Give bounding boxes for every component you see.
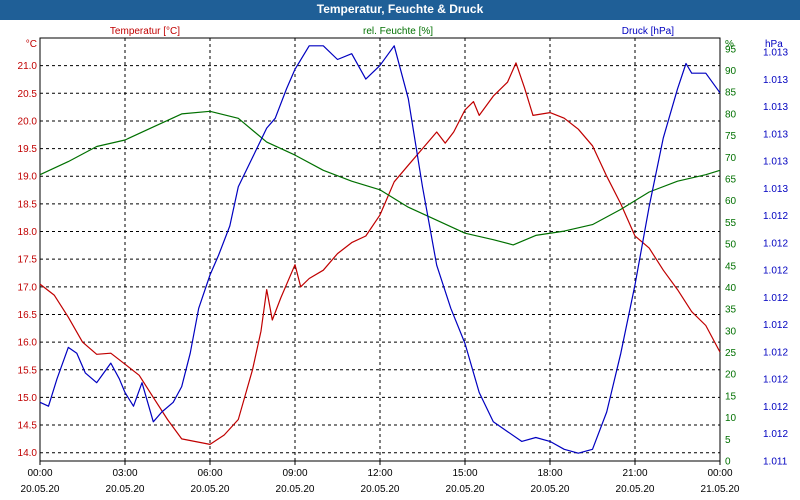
- humidity-tick-label: 85: [725, 88, 737, 99]
- humidity-tick-label: 55: [725, 218, 737, 229]
- humidity-tick-label: 10: [725, 413, 737, 424]
- pressure-tick-label: 1.012: [763, 293, 788, 304]
- humidity-tick-label: 65: [725, 175, 737, 186]
- x-tick-time: 00:00: [707, 468, 732, 479]
- humidity-tick-label: 15: [725, 391, 737, 402]
- humidity-tick-label: 5: [725, 435, 731, 446]
- temperature-tick-label: 14.0: [18, 448, 38, 459]
- pressure-tick-label: 1.013: [763, 184, 788, 195]
- humidity-tick-label: 25: [725, 348, 737, 359]
- x-tick-time: 18:00: [537, 468, 562, 479]
- pressure-tick-label: 1.012: [763, 375, 788, 386]
- humidity-tick-label: 45: [725, 261, 737, 272]
- pressure-tick-label: 1.013: [763, 129, 788, 140]
- pressure-tick-label: 1.012: [763, 266, 788, 277]
- humidity-tick-label: 40: [725, 283, 737, 294]
- pressure-tick-label: 1.013: [763, 48, 788, 59]
- pressure-series-line: [39, 45, 721, 454]
- humidity-tick-label: 30: [725, 326, 737, 337]
- x-tick-time: 09:00: [282, 468, 307, 479]
- temperature-tick-label: 19.0: [18, 172, 38, 183]
- axes: 00:00 20.05.20 03:00 20.05.20 06:00 20.05.20 0…: [18, 39, 789, 495]
- pressure-tick-label: 1.011: [763, 457, 788, 468]
- humidity-tick-label: 0: [725, 457, 731, 468]
- pressure-tick-label: 1.012: [763, 211, 788, 222]
- pressure-tick-label: 1.013: [763, 157, 788, 168]
- humidity-tick-label: 95: [725, 44, 737, 55]
- humidity-unit-label: %: [725, 39, 734, 50]
- legend-pressure: Druck [hPa]: [622, 26, 674, 37]
- x-tick-time: 12:00: [367, 468, 392, 479]
- x-tick-time: 03:00: [112, 468, 137, 479]
- humidity-tick-label: 70: [725, 153, 737, 164]
- x-tick-date: 20.05.20: [361, 484, 400, 495]
- temperature-tick-label: 17.5: [18, 255, 38, 266]
- temperature-tick-label: 18.0: [18, 227, 38, 238]
- x-tick-date: 20.05.20: [276, 484, 315, 495]
- temperature-tick-label: 15.0: [18, 393, 38, 404]
- x-tick-time: 06:00: [197, 468, 222, 479]
- humidity-tick-label: 90: [725, 66, 737, 77]
- temperature-tick-label: 16.0: [18, 338, 38, 349]
- legend-humidity: rel. Feuchte [%]: [363, 26, 433, 37]
- humidity-tick-label: 60: [725, 196, 737, 207]
- series: [39, 45, 721, 454]
- grid: [40, 38, 720, 461]
- chart-title: Temperatur, Feuchte & Druck: [0, 0, 800, 20]
- x-tick-date: 20.05.20: [531, 484, 570, 495]
- temperature-unit-label: °C: [26, 39, 37, 50]
- x-tick-time: 21:00: [622, 468, 647, 479]
- temperature-tick-label: 21.0: [18, 61, 38, 72]
- temperature-tick-label: 17.0: [18, 282, 38, 293]
- temperature-tick-label: 16.5: [18, 310, 38, 321]
- pressure-tick-label: 1.012: [763, 402, 788, 413]
- temperature-tick-label: 19.5: [18, 144, 38, 155]
- pressure-tick-label: 1.012: [763, 347, 788, 358]
- legend: Temperatur [°C] rel. Feuchte [%] Druck [hP…: [110, 26, 674, 37]
- humidity-tick-label: 50: [725, 240, 737, 251]
- pressure-unit-label: hPa: [765, 39, 783, 50]
- humidity-tick-label: 75: [725, 131, 737, 142]
- pressure-tick-label: 1.013: [763, 75, 788, 86]
- temperature-tick-label: 20.0: [18, 116, 38, 127]
- x-tick-date: 21.05.20: [701, 484, 740, 495]
- temperature-tick-label: 20.5: [18, 89, 38, 100]
- humidity-series-line: [39, 110, 721, 246]
- humidity-tick-label: 20: [725, 370, 737, 381]
- legend-temperature: Temperatur [°C]: [110, 26, 180, 37]
- pressure-tick-label: 1.013: [763, 102, 788, 113]
- temperature-tick-label: 14.5: [18, 421, 38, 432]
- x-tick-date: 20.05.20: [616, 484, 655, 495]
- temperature-tick-label: 18.5: [18, 199, 38, 210]
- pressure-tick-label: 1.012: [763, 238, 788, 249]
- humidity-tick-label: 80: [725, 109, 737, 120]
- x-tick-time: 15:00: [452, 468, 477, 479]
- humidity-tick-label: 35: [725, 305, 737, 316]
- x-tick-date: 20.05.20: [106, 484, 145, 495]
- temperature-tick-label: 15.5: [18, 365, 38, 376]
- x-tick-time: 00:00: [27, 468, 52, 479]
- pressure-tick-label: 1.012: [763, 320, 788, 331]
- x-tick-date: 20.05.20: [191, 484, 230, 495]
- x-tick-date: 20.05.20: [446, 484, 485, 495]
- temperature-series-line: [39, 62, 721, 445]
- pressure-tick-label: 1.012: [763, 429, 788, 440]
- x-tick-date: 20.05.20: [21, 484, 60, 495]
